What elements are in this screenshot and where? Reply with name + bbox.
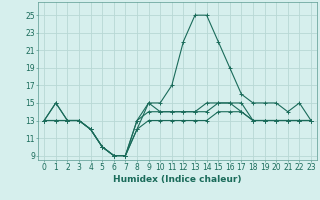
X-axis label: Humidex (Indice chaleur): Humidex (Indice chaleur) [113,175,242,184]
